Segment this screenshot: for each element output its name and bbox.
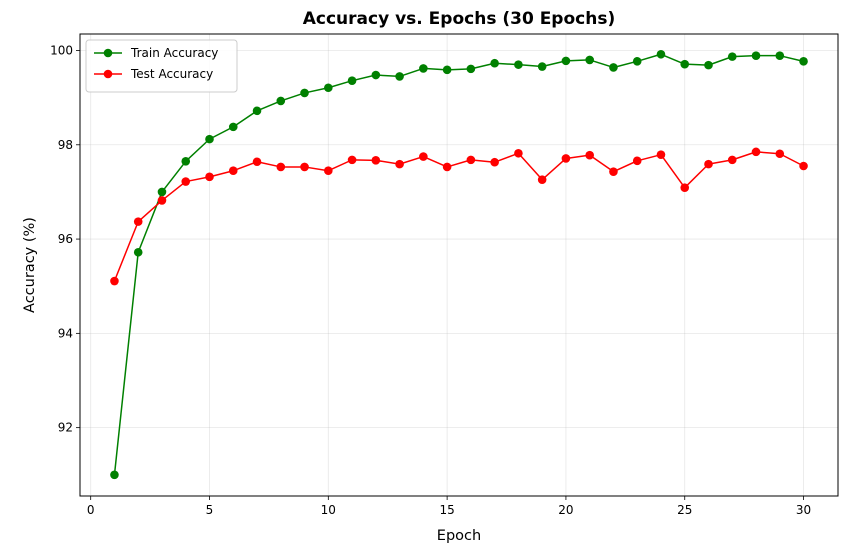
test-accuracy-point [371, 156, 381, 165]
test-accuracy-point [347, 155, 357, 165]
y-tick-label: 92 [58, 421, 73, 435]
legend-test-accuracy-label: Test Accuracy [130, 67, 213, 81]
test-accuracy-point [419, 152, 428, 161]
test-accuracy-point [252, 157, 262, 167]
y-axis-label: Accuracy (%) [22, 217, 38, 313]
test-accuracy-point [609, 167, 618, 176]
grid [80, 34, 838, 496]
train-accuracy-point [252, 106, 262, 116]
train-accuracy-point [157, 187, 167, 197]
train-accuracy-point [324, 83, 333, 93]
train-accuracy-point [585, 55, 594, 65]
test-accuracy-point [632, 156, 642, 166]
train-accuracy-point [300, 88, 309, 98]
train-accuracy-point [632, 57, 642, 66]
train-accuracy-point [656, 49, 666, 59]
y-tick-label: 94 [58, 326, 73, 340]
test-accuracy-point [514, 148, 523, 158]
x-tick-label: 25 [677, 503, 692, 517]
train-accuracy-point [561, 56, 571, 66]
legend-train-accuracy-marker [103, 48, 113, 58]
test-accuracy-point [110, 276, 119, 286]
test-accuracy-point [490, 157, 499, 167]
x-axis-label: Epoch [437, 528, 481, 544]
x-tick-label: 5 [206, 503, 214, 517]
train-accuracy-point [110, 470, 119, 480]
train-accuracy-point [419, 64, 428, 73]
test-accuracy-point [585, 150, 594, 160]
test-accuracy-point [228, 166, 238, 176]
test-accuracy-point [656, 150, 666, 159]
test-accuracy-point [775, 149, 785, 159]
legend: Train Accuracy Test Accuracy [85, 39, 238, 93]
series-layer [110, 49, 808, 480]
test-accuracy-point [276, 162, 286, 172]
train-accuracy-point [181, 156, 191, 166]
legend-train-accuracy-label: Train Accuracy [130, 46, 218, 60]
test-accuracy-point [205, 172, 214, 182]
x-tick-label: 30 [796, 503, 811, 517]
test-accuracy-point [680, 183, 690, 192]
train-accuracy-point [205, 134, 214, 144]
test-accuracy-point [300, 162, 309, 172]
test-accuracy-point [157, 196, 167, 205]
train-accuracy-point [442, 65, 452, 75]
ticks: 0 5 10 15 20 25 30 92 94 96 98 100 [50, 44, 811, 518]
train-accuracy-point [228, 122, 238, 132]
train-accuracy-point [133, 247, 143, 257]
test-accuracy-point [561, 154, 571, 163]
train-accuracy-point [751, 51, 761, 60]
test-accuracy-point [133, 217, 143, 226]
test-accuracy-point [727, 155, 737, 165]
train-accuracy-point [727, 52, 737, 61]
test-accuracy-point [324, 166, 333, 176]
legend-test-accuracy-marker [103, 69, 113, 79]
train-accuracy-point [775, 51, 785, 60]
train-accuracy-point [466, 64, 476, 74]
train-accuracy-point [347, 76, 357, 85]
test-accuracy-point [442, 162, 452, 172]
train-accuracy-point [514, 60, 523, 69]
test-accuracy-point [466, 155, 476, 165]
test-accuracy-point [395, 159, 404, 169]
test-accuracy-point [704, 159, 713, 169]
plot-frame [79, 33, 839, 497]
x-tick-label: 10 [321, 503, 336, 517]
x-tick-label: 20 [558, 503, 573, 517]
train-accuracy-point [799, 57, 808, 66]
train-accuracy-point [704, 60, 713, 70]
y-tick-label: 98 [58, 138, 73, 152]
legend-box [85, 39, 238, 93]
x-tick-label: 0 [87, 503, 95, 517]
test-accuracy-point [751, 147, 761, 157]
test-accuracy-point [799, 161, 808, 171]
train-accuracy-point [680, 59, 690, 69]
y-tick-label: 96 [58, 232, 73, 246]
test-accuracy-point [181, 177, 191, 186]
train-accuracy-point [276, 96, 286, 106]
train-accuracy-point [395, 72, 404, 81]
x-tick-label: 15 [439, 503, 454, 517]
y-tick-label: 100 [50, 44, 73, 58]
test-accuracy-point [537, 175, 547, 184]
train-accuracy-point [371, 70, 381, 80]
chart-title: Accuracy vs. Epochs (30 Epochs) [303, 9, 615, 29]
train-accuracy-point [609, 63, 618, 72]
train-accuracy-point [490, 58, 499, 68]
train-accuracy-point [537, 62, 547, 71]
